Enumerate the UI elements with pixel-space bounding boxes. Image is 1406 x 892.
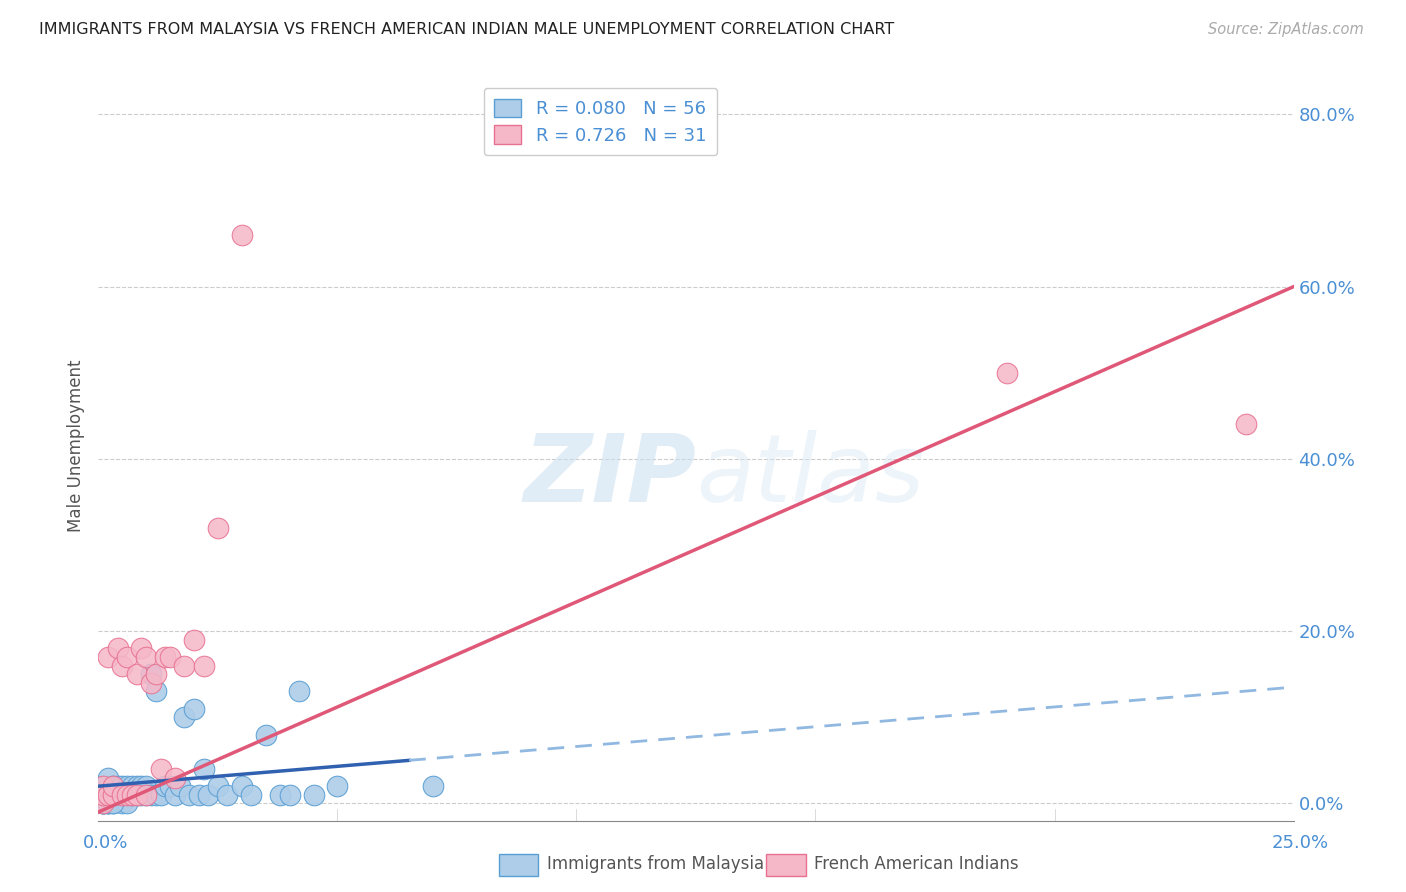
Point (139, 676, 162, 690)
Point (125, 788, 148, 802)
Point (193, 762, 215, 776)
Point (91, 797, 114, 811)
Point (107, 788, 129, 802)
Point (207, 779, 229, 793)
Point (163, 788, 186, 802)
Point (240, 788, 263, 802)
Point (91, 797, 114, 811)
Point (155, 650, 177, 665)
Point (326, 779, 349, 793)
Point (91, 797, 114, 811)
Point (217, 788, 239, 802)
Point (91, 779, 114, 793)
Point (121, 788, 143, 802)
Point (254, 727, 277, 741)
Point (131, 641, 153, 656)
Point (97, 788, 120, 802)
Point (101, 797, 124, 811)
Point (91, 797, 114, 811)
Point (169, 779, 191, 793)
Point (97, 797, 120, 811)
Point (101, 779, 124, 793)
Text: Immigrants from Malaysia: Immigrants from Malaysia (547, 855, 763, 873)
Text: atlas: atlas (696, 431, 924, 522)
Point (91, 788, 114, 802)
Point (183, 701, 205, 715)
Point (125, 788, 148, 802)
Point (135, 788, 157, 802)
Point (302, 788, 325, 802)
Point (159, 650, 181, 665)
Point (163, 771, 186, 785)
Point (131, 779, 153, 793)
Point (121, 788, 143, 802)
Point (91, 797, 114, 811)
Point (173, 710, 195, 724)
Point (115, 788, 138, 802)
Text: French American Indians: French American Indians (814, 855, 1019, 873)
Point (288, 684, 311, 698)
Point (1234, 417, 1257, 432)
Text: Source: ZipAtlas.com: Source: ZipAtlas.com (1208, 22, 1364, 37)
Point (101, 779, 124, 793)
Point (231, 227, 253, 242)
Point (269, 788, 291, 802)
Point (115, 779, 138, 793)
Point (197, 788, 219, 802)
Point (187, 788, 209, 802)
Point (111, 788, 134, 802)
Point (91, 788, 114, 802)
Point (149, 788, 172, 802)
Point (149, 762, 172, 776)
Point (111, 788, 134, 802)
Point (107, 641, 129, 656)
Point (97, 788, 120, 802)
Point (97, 797, 120, 811)
Point (91, 779, 114, 793)
Point (101, 797, 124, 811)
Point (135, 779, 157, 793)
Point (145, 788, 167, 802)
Point (207, 521, 229, 535)
Legend: R = 0.080   N = 56, R = 0.726   N = 31: R = 0.080 N = 56, R = 0.726 N = 31 (484, 88, 717, 155)
Y-axis label: Male Unemployment: Male Unemployment (66, 359, 84, 533)
Point (173, 658, 195, 673)
Point (111, 779, 134, 793)
Point (183, 632, 205, 647)
Point (179, 788, 201, 802)
Point (97, 650, 120, 665)
Point (155, 779, 177, 793)
Point (135, 788, 157, 802)
Point (159, 779, 181, 793)
Point (101, 788, 124, 802)
Text: 0.0%: 0.0% (83, 834, 128, 852)
Point (139, 667, 162, 681)
Text: 25.0%: 25.0% (1272, 834, 1329, 852)
Point (111, 797, 134, 811)
Point (193, 658, 215, 673)
Point (125, 779, 148, 793)
Point (97, 771, 120, 785)
Point (139, 788, 162, 802)
Point (131, 788, 153, 802)
Point (107, 779, 129, 793)
Point (145, 667, 167, 681)
Text: ZIP: ZIP (523, 430, 696, 522)
Point (115, 650, 138, 665)
Point (101, 788, 124, 802)
Point (995, 366, 1018, 380)
Point (121, 779, 143, 793)
Point (278, 788, 301, 802)
Point (145, 684, 167, 698)
Point (97, 797, 120, 811)
Point (115, 797, 138, 811)
Text: IMMIGRANTS FROM MALAYSIA VS FRENCH AMERICAN INDIAN MALE UNEMPLOYMENT CORRELATION: IMMIGRANTS FROM MALAYSIA VS FRENCH AMERI… (39, 22, 894, 37)
Point (135, 650, 157, 665)
Point (422, 779, 444, 793)
Point (111, 658, 134, 673)
Point (125, 667, 148, 681)
Point (231, 779, 253, 793)
